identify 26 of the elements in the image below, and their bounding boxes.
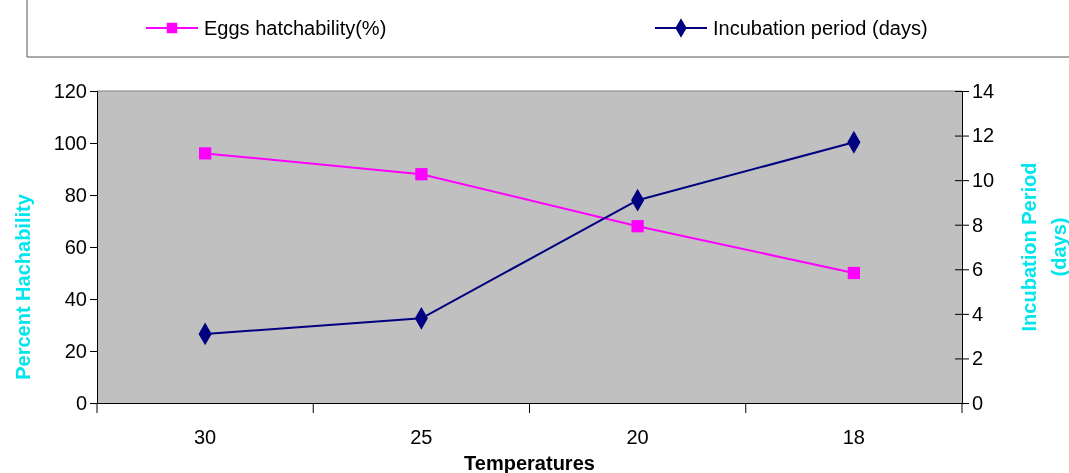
y2-tick-label: 0 <box>972 391 984 414</box>
x-tick-label: 20 <box>626 426 649 448</box>
y2-tick-label: 12 <box>972 124 995 147</box>
point <box>199 147 212 160</box>
y-tick-label: 60 <box>64 235 87 258</box>
y2-tick-label: 8 <box>972 213 984 236</box>
y2-tick-label: 14 <box>972 79 995 102</box>
x-tick-label: 25 <box>410 426 433 448</box>
point <box>631 220 644 233</box>
y2-tick-label: 10 <box>972 169 995 192</box>
y-axis-title: Percent Hachability <box>12 193 34 380</box>
legend-label: Eggs hatchability(%) <box>204 17 387 39</box>
legend-label: Incubation period (days) <box>713 17 928 39</box>
y-tick-label: 80 <box>64 183 87 206</box>
point <box>847 266 860 280</box>
y2-tick-label: 2 <box>972 347 984 370</box>
y-tick-label: 40 <box>64 287 87 310</box>
x-tick-label: 18 <box>842 426 865 448</box>
y-tick-label: 100 <box>53 131 87 154</box>
y-tick-label: 0 <box>75 391 87 414</box>
x-tick-label: 30 <box>194 426 217 448</box>
y2-tick-label: 6 <box>972 258 984 281</box>
y-tick-label: 20 <box>64 339 87 362</box>
y2-tick-label: 4 <box>972 302 984 325</box>
y-tick-label: 120 <box>53 79 87 102</box>
point <box>415 168 428 181</box>
